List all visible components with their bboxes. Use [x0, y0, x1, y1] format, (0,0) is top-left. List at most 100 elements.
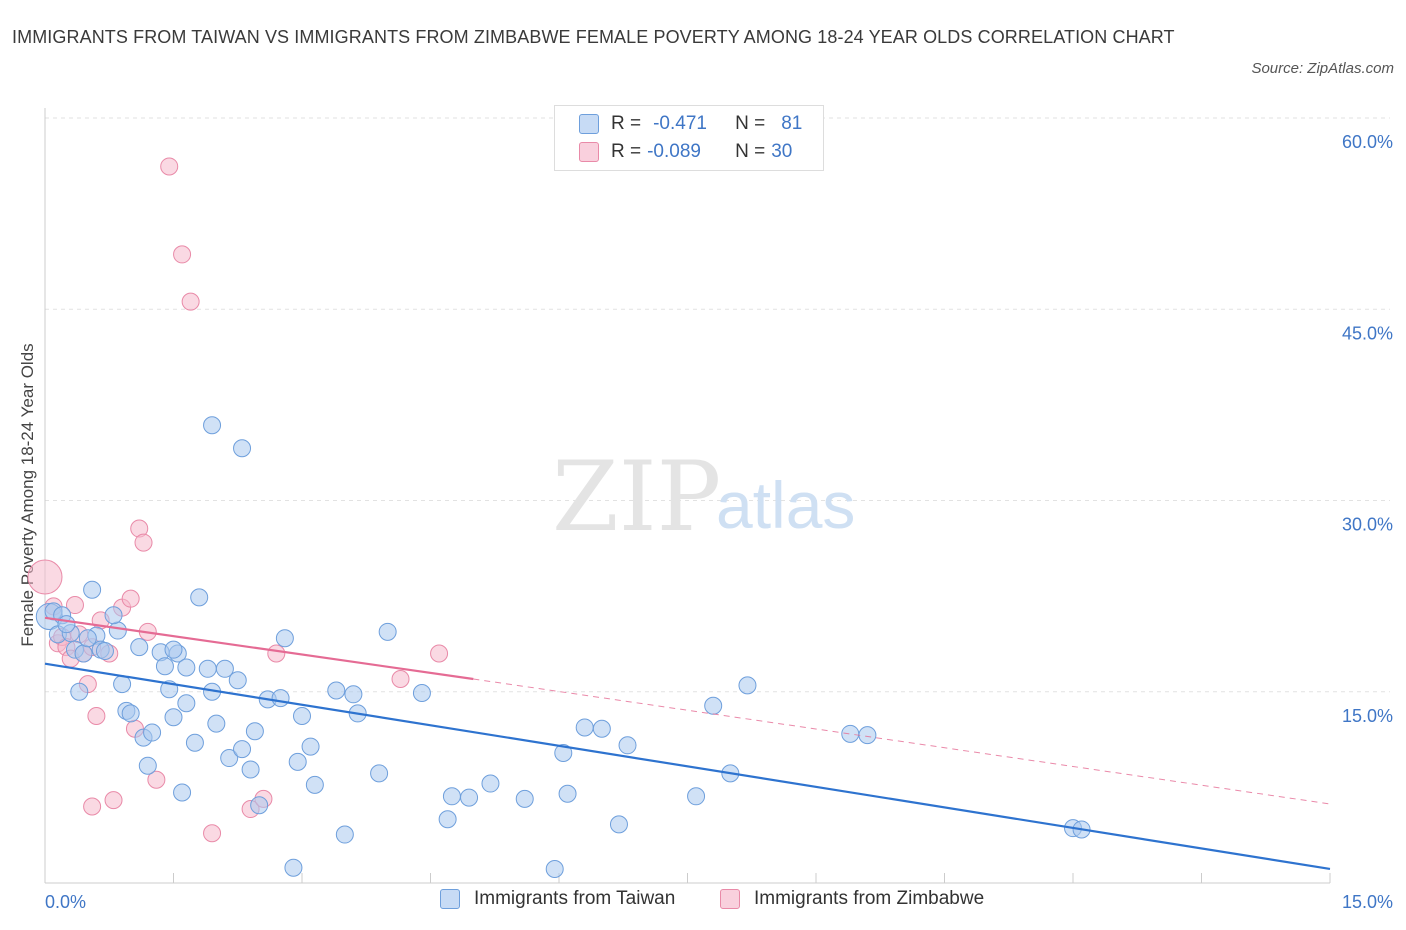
taiwan-point — [858, 726, 877, 745]
legend-label-taiwan: Immigrants from Taiwan — [474, 888, 676, 909]
taiwan-point — [738, 676, 757, 695]
taiwan-point — [370, 764, 389, 783]
taiwan-point — [177, 694, 196, 713]
series-legend: Immigrants from Taiwan Immigrants from Z… — [0, 888, 1406, 916]
taiwan-points — [35, 416, 1091, 878]
taiwan-point — [412, 684, 431, 703]
taiwan-point — [104, 606, 123, 625]
taiwan-point — [203, 416, 222, 435]
taiwan-point — [592, 719, 611, 738]
watermark-atlas: atlas — [716, 468, 855, 542]
tick-labels: 15.0% 30.0% 45.0% 60.0% 0.0% 15.0% — [45, 132, 1393, 912]
taiwan-point — [275, 629, 294, 648]
y-tick-label: 60.0% — [1342, 132, 1393, 152]
zimbabwe-point — [203, 824, 222, 843]
taiwan-point — [245, 722, 264, 741]
taiwan-swatch — [579, 114, 599, 134]
r-value: -0.089 — [647, 141, 701, 162]
legend-item-zimbabwe[interactable]: Immigrants from Zimbabwe — [720, 888, 984, 910]
taiwan-point — [460, 788, 479, 807]
n-label: N = — [735, 113, 766, 134]
zimbabwe-trend-extension — [473, 678, 1331, 805]
taiwan-point — [618, 736, 637, 755]
taiwan-point — [207, 714, 226, 733]
zimbabwe-point — [147, 770, 166, 789]
zimbabwe-point — [65, 596, 84, 615]
r-label: R = — [611, 113, 642, 134]
legend-label-zimbabwe: Immigrants from Zimbabwe — [754, 888, 985, 909]
y-tick-label: 45.0% — [1342, 323, 1393, 343]
legend-item-taiwan[interactable]: Immigrants from Taiwan — [440, 888, 675, 910]
zimbabwe-point — [391, 670, 410, 688]
taiwan-point — [288, 752, 307, 771]
n-value: 30 — [771, 141, 793, 162]
taiwan-point — [378, 622, 397, 641]
zimbabwe-trend-line — [44, 616, 474, 681]
taiwan-point — [687, 787, 706, 806]
taiwan-point — [335, 825, 354, 844]
taiwan-point — [250, 796, 269, 815]
taiwan-point — [70, 682, 89, 701]
zimbabwe-point — [267, 644, 286, 663]
taiwan-point — [233, 439, 252, 458]
taiwan-point — [185, 733, 204, 752]
taiwan-point — [704, 696, 723, 715]
grid-lines — [45, 117, 1390, 693]
taiwan-point — [155, 657, 174, 676]
taiwan-point — [228, 671, 247, 690]
taiwan-point — [57, 615, 76, 634]
taiwan-point — [130, 638, 149, 657]
r-label: R = — [611, 141, 642, 162]
taiwan-point — [481, 774, 500, 793]
taiwan-point — [609, 815, 628, 834]
taiwan-point — [164, 708, 183, 727]
taiwan-point — [241, 760, 260, 779]
taiwan-point — [177, 658, 196, 677]
taiwan-point — [164, 640, 183, 659]
x-tick-label: 0.0% — [45, 892, 86, 912]
taiwan-point — [841, 724, 860, 743]
taiwan-point — [515, 789, 534, 808]
zimbabwe-swatch — [579, 142, 599, 162]
taiwan-point — [284, 858, 303, 877]
chart-title: IMMIGRANTS FROM TAIWAN VS IMMIGRANTS FRO… — [12, 27, 1175, 47]
zimbabwe-points — [27, 157, 449, 843]
taiwan-point — [301, 737, 320, 756]
taiwan-point — [113, 675, 132, 694]
taiwan-point — [344, 685, 363, 704]
source-label: Source: ZipAtlas.com — [1251, 60, 1394, 77]
taiwan-point — [293, 706, 311, 725]
taiwan-point — [173, 783, 192, 802]
legend-row-taiwan: R = -0.471 N = 81 — [579, 112, 802, 136]
taiwan-point — [554, 743, 573, 762]
zimbabwe-point — [134, 533, 153, 552]
trend-lines — [44, 616, 1331, 871]
legend-row-zimbabwe: R = -0.089 N = 30 — [579, 140, 792, 164]
zimbabwe-point — [181, 292, 200, 311]
taiwan-point — [233, 740, 252, 759]
zimbabwe-point — [27, 559, 63, 595]
taiwan-point — [74, 644, 93, 663]
watermark-zip: ZIP — [552, 441, 721, 553]
taiwan-point — [95, 641, 114, 660]
zimbabwe-point — [430, 644, 449, 663]
taiwan-swatch — [440, 889, 460, 909]
taiwan-point — [575, 718, 594, 737]
taiwan-point — [442, 787, 461, 806]
taiwan-point — [545, 859, 564, 878]
taiwan-point — [121, 704, 140, 723]
n-label: N = — [735, 141, 766, 162]
axes — [44, 108, 1331, 884]
taiwan-point — [83, 580, 102, 599]
taiwan-point — [220, 749, 239, 768]
taiwan-point — [190, 588, 209, 607]
taiwan-point — [198, 659, 217, 678]
y-tick-label: 30.0% — [1342, 515, 1393, 535]
correlation-legend: R = -0.471 N = 81 R = -0.089 N = 30 — [554, 105, 824, 171]
taiwan-point — [215, 659, 234, 678]
taiwan-point — [558, 784, 577, 803]
taiwan-point — [438, 810, 457, 829]
taiwan-point — [271, 689, 290, 708]
taiwan-point — [78, 629, 97, 648]
